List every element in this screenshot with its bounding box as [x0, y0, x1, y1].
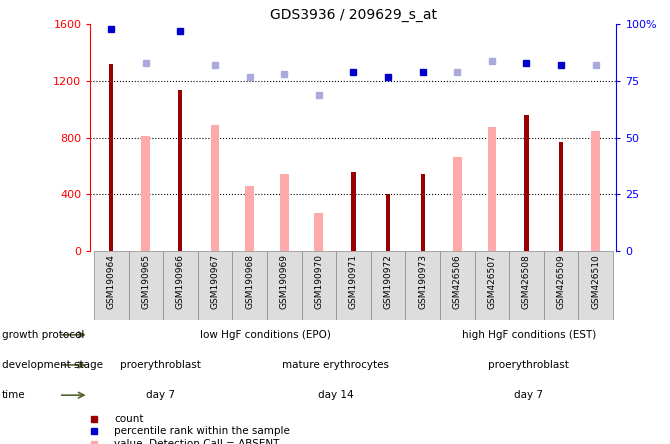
Text: GSM426509: GSM426509 — [557, 254, 565, 309]
Text: time: time — [2, 390, 25, 400]
Text: day 14: day 14 — [318, 390, 354, 400]
Bar — [245, 186, 254, 251]
Bar — [109, 64, 113, 251]
Text: proerythroblast: proerythroblast — [488, 360, 570, 370]
Bar — [198, 251, 232, 320]
Text: GSM426506: GSM426506 — [453, 254, 462, 309]
Text: GSM190965: GSM190965 — [141, 254, 150, 309]
Title: GDS3936 / 209629_s_at: GDS3936 / 209629_s_at — [270, 8, 437, 22]
Bar — [453, 158, 462, 251]
Text: GSM190973: GSM190973 — [418, 254, 427, 309]
Text: low HgF conditions (EPO): low HgF conditions (EPO) — [200, 330, 331, 340]
Bar — [314, 213, 323, 251]
Bar — [559, 142, 563, 251]
Bar — [336, 251, 371, 320]
Text: GSM190971: GSM190971 — [349, 254, 358, 309]
Bar — [351, 172, 356, 251]
Bar — [371, 251, 405, 320]
Text: GSM426508: GSM426508 — [522, 254, 531, 309]
Bar — [210, 125, 219, 251]
Text: GSM190968: GSM190968 — [245, 254, 254, 309]
Bar — [405, 251, 440, 320]
Bar — [302, 251, 336, 320]
Bar — [386, 194, 390, 251]
Bar — [592, 131, 600, 251]
Text: percentile rank within the sample: percentile rank within the sample — [114, 426, 289, 436]
Text: high HgF conditions (EST): high HgF conditions (EST) — [462, 330, 596, 340]
Bar — [421, 174, 425, 251]
Text: mature erythrocytes: mature erythrocytes — [282, 360, 389, 370]
Bar — [509, 251, 544, 320]
Bar — [267, 251, 302, 320]
Bar — [440, 251, 474, 320]
Bar — [280, 174, 289, 251]
Bar — [544, 251, 578, 320]
Bar — [232, 251, 267, 320]
Bar — [163, 251, 198, 320]
Text: day 7: day 7 — [146, 390, 175, 400]
Text: GSM426507: GSM426507 — [487, 254, 496, 309]
Text: day 7: day 7 — [515, 390, 543, 400]
Text: proerythroblast: proerythroblast — [120, 360, 201, 370]
Text: GSM190966: GSM190966 — [176, 254, 185, 309]
Bar — [488, 127, 496, 251]
Text: GSM426510: GSM426510 — [591, 254, 600, 309]
Text: development stage: development stage — [2, 360, 103, 370]
Bar — [129, 251, 163, 320]
Bar — [141, 136, 150, 251]
Text: count: count — [114, 414, 143, 424]
Text: GSM190972: GSM190972 — [383, 254, 393, 309]
Bar — [474, 251, 509, 320]
Text: GSM190964: GSM190964 — [107, 254, 116, 309]
Bar — [525, 115, 529, 251]
Text: growth protocol: growth protocol — [2, 330, 84, 340]
Text: GSM190967: GSM190967 — [210, 254, 220, 309]
Text: GSM190969: GSM190969 — [279, 254, 289, 309]
Text: value, Detection Call = ABSENT: value, Detection Call = ABSENT — [114, 439, 279, 444]
Bar — [94, 251, 129, 320]
Text: GSM190970: GSM190970 — [314, 254, 324, 309]
Bar — [178, 90, 182, 251]
Bar — [578, 251, 613, 320]
